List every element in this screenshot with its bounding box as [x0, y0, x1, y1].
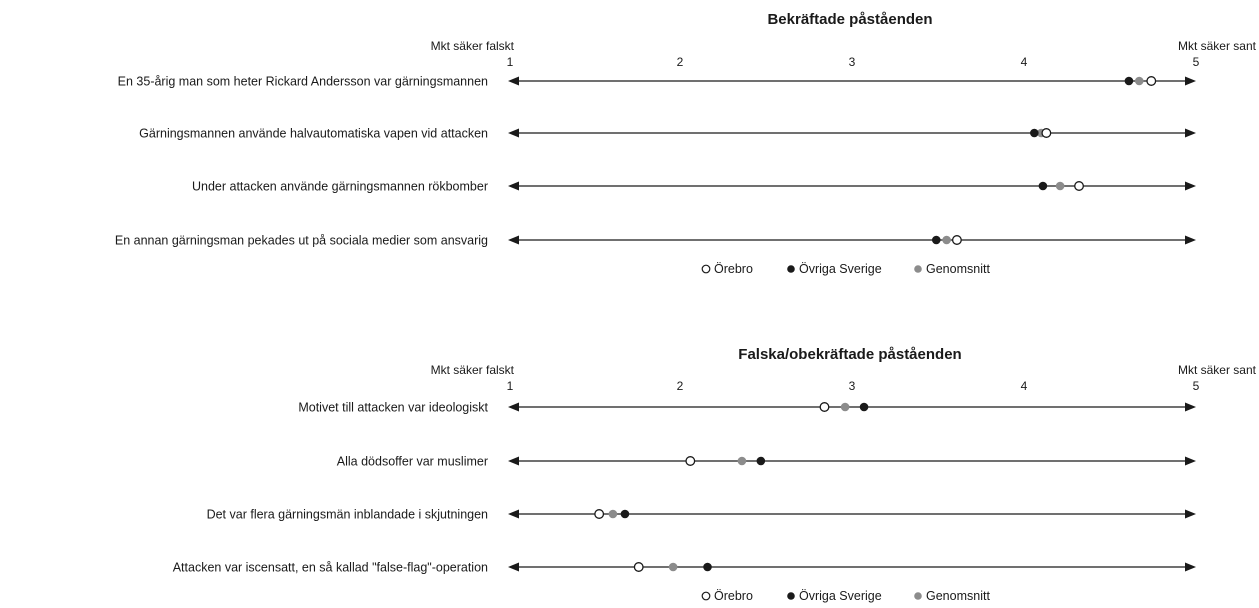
- false-tick-label-3: 3: [849, 379, 856, 393]
- false-tick-label-4: 4: [1021, 379, 1028, 393]
- false-tick-label-1: 1: [507, 379, 514, 393]
- false-point-orebro-3: [594, 509, 605, 519]
- confirmed-point-ovriga-sverige-3: [1038, 181, 1048, 191]
- confirmed-point-genomsnitt-1: [1134, 76, 1144, 86]
- false-scale-right-label: Mkt säker sant: [1178, 363, 1257, 377]
- false-arrow-left-4: [508, 562, 519, 572]
- confirmed-statement-label-2: Gärningsmannen använde halvautomatiska v…: [139, 127, 488, 141]
- false-arrow-right-2: [1185, 456, 1196, 466]
- confirmed-tick-label-4: 4: [1021, 55, 1028, 69]
- confirmed-statement-label-4: En annan gärningsman pekades ut på socia…: [115, 234, 488, 248]
- false-statement-label-1: Motivet till attacken var ideologiskt: [298, 401, 488, 415]
- confirmed-legend-label-genomsnitt: Genomsnitt: [926, 262, 990, 276]
- false-statement-label-2: Alla dödsoffer var muslimer: [337, 455, 488, 469]
- false-point-orebro-1: [819, 402, 830, 412]
- confirmed-point-orebro-1: [1146, 76, 1157, 86]
- confirmed-arrow-left-3: [508, 181, 519, 191]
- false-legend-marker-genomsnitt: [914, 592, 922, 600]
- false-point-ovriga-sverige-1: [859, 402, 869, 412]
- false-point-ovriga-sverige-3: [620, 509, 630, 519]
- false-legend-marker-ovriga-sverige: [787, 592, 795, 600]
- confirmed-arrow-left-2: [508, 128, 519, 138]
- confirmed-chart-title: Bekräftade påståenden: [767, 11, 932, 28]
- false-statement-label-3: Det var flera gärningsmän inblandade i s…: [207, 508, 488, 522]
- confirmed-arrow-right-1: [1185, 76, 1196, 86]
- confirmed-arrow-right-2: [1185, 128, 1196, 138]
- false-point-ovriga-sverige-4: [703, 562, 712, 572]
- confirmed-scale-right-label: Mkt säker sant: [1178, 39, 1257, 53]
- false-legend-marker-orebro: [701, 591, 711, 601]
- confirmed-arrow-left-1: [508, 76, 519, 86]
- false-tick-label-5: 5: [1193, 379, 1200, 393]
- confirmed-point-genomsnitt-3: [1055, 181, 1065, 191]
- false-chart-title: Falska/obekräftade påståenden: [738, 346, 961, 363]
- false-legend-label-ovriga-sverige: Övriga Sverige: [799, 589, 882, 603]
- confirmed-scale-left-label: Mkt säker falskt: [431, 39, 515, 53]
- confirmed-legend-label-orebro: Örebro: [714, 262, 753, 276]
- confirmed-tick-label-3: 3: [849, 55, 856, 69]
- false-arrow-right-1: [1185, 402, 1196, 412]
- false-tick-label-2: 2: [677, 379, 684, 393]
- confirmed-legend-marker-ovriga-sverige: [787, 265, 795, 273]
- confirmed-point-orebro-4: [951, 235, 962, 245]
- false-scale-left-label: Mkt säker falskt: [431, 363, 515, 377]
- false-point-genomsnitt-2: [737, 456, 747, 466]
- confirmed-arrow-left-4: [508, 235, 519, 245]
- false-arrow-right-4: [1185, 562, 1196, 572]
- confirmed-point-ovriga-sverige-4: [931, 235, 941, 245]
- confirmed-point-orebro-2: [1041, 128, 1052, 138]
- confirmed-tick-label-1: 1: [507, 55, 514, 69]
- false-point-genomsnitt-3: [608, 509, 618, 519]
- false-arrow-left-2: [508, 456, 519, 466]
- false-point-genomsnitt-1: [840, 402, 850, 412]
- false-point-genomsnitt-4: [668, 562, 678, 572]
- confirmed-statement-label-1: En 35-årig man som heter Rickard Anderss…: [118, 75, 488, 89]
- confirmed-point-genomsnitt-4: [942, 235, 951, 245]
- confirmed-point-orebro-3: [1074, 181, 1084, 191]
- confirmed-arrow-right-4: [1185, 235, 1196, 245]
- false-arrow-right-3: [1185, 509, 1196, 519]
- confirmed-tick-label-5: 5: [1193, 55, 1200, 69]
- false-legend-label-orebro: Örebro: [714, 589, 753, 603]
- confirmed-point-ovriga-sverige-2: [1030, 128, 1039, 138]
- confirmed-point-ovriga-sverige-1: [1124, 76, 1134, 86]
- confirmed-legend-marker-genomsnitt: [914, 265, 922, 273]
- confirmed-tick-label-2: 2: [677, 55, 684, 69]
- confirmed-arrow-right-3: [1185, 181, 1196, 191]
- false-legend-label-genomsnitt: Genomsnitt: [926, 589, 990, 603]
- confirmed-statement-label-3: Under attacken använde gärningsmannen rö…: [192, 180, 488, 194]
- false-arrow-left-3: [508, 509, 519, 519]
- false-point-ovriga-sverige-2: [756, 456, 766, 466]
- confirmed-legend-label-ovriga-sverige: Övriga Sverige: [799, 262, 882, 276]
- false-point-orebro-4: [633, 562, 644, 572]
- false-statement-label-4: Attacken var iscensatt, en så kallad "fa…: [173, 561, 488, 575]
- false-point-orebro-2: [685, 456, 696, 466]
- confirmed-legend-marker-orebro: [701, 264, 711, 274]
- false-arrow-left-1: [508, 402, 519, 412]
